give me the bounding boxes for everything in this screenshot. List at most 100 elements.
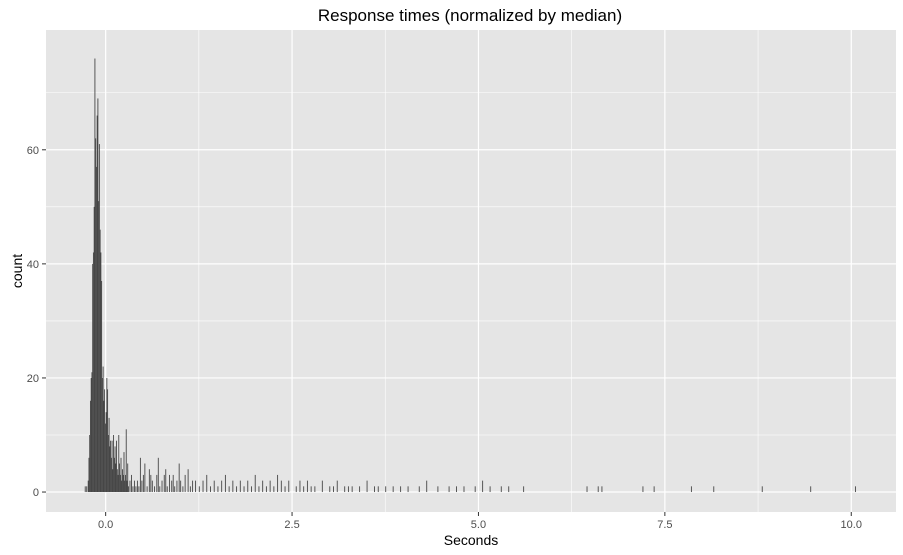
histogram-bar [151,480,153,493]
histogram-bar [258,486,260,493]
histogram-bar [336,480,338,493]
histogram-bar [189,486,191,493]
histogram-bar [110,440,112,493]
histogram-bar [280,480,282,493]
histogram-bar [463,486,465,493]
histogram-bar [184,474,186,493]
histogram-bar [116,440,117,493]
histogram-bar [166,486,168,493]
y-tick-label: 0 [33,487,39,499]
histogram-bar [104,423,106,493]
y-tick-label: 40 [27,259,39,271]
x-tick-label: 10.0 [841,519,862,531]
histogram-bar [165,469,167,493]
histogram-bar [178,463,180,493]
histogram-bar [142,474,144,493]
histogram-bar [198,486,200,493]
histogram-bar [273,486,275,493]
histogram-bar [117,474,119,493]
histogram-bar [119,474,121,493]
histogram-bar [103,400,105,493]
histogram-bar [321,480,323,493]
histogram-bar [96,115,98,493]
histogram-bar [122,474,124,493]
histogram-bar [115,463,117,493]
y-tick-label: 20 [27,373,39,385]
histogram-bar [163,474,165,493]
histogram-bar [110,457,112,493]
histogram-bar [265,486,267,493]
histogram-bar [761,486,763,493]
histogram-bar [107,389,109,493]
x-axis-ticks: 0.0 2.5 5.0 7.5 10.0 [98,512,862,531]
histogram-bar [221,480,223,493]
histogram-bar [523,486,525,493]
histogram-bar [174,486,176,493]
histogram-bar [366,480,368,493]
histogram-bar [102,366,104,493]
histogram-bar [359,486,361,493]
histogram-bar [295,486,297,493]
histogram-bar [88,457,90,493]
histogram-bar [508,486,510,493]
histogram-bar [642,486,644,493]
histogram-bar [239,480,241,493]
histogram-bar [99,229,101,493]
histogram-bar [157,457,159,493]
histogram-bar [104,389,106,493]
histogram-bar [314,486,316,493]
histogram-bar [269,480,271,493]
histogram-bar [125,429,127,493]
histogram-bar [156,474,158,493]
histogram-bar [111,440,113,493]
histogram-bar [254,474,256,493]
histogram-bar [437,486,439,493]
histogram-bar [586,486,588,493]
histogram-bar [456,486,457,493]
histogram-bar [392,486,394,493]
histogram-bar [351,486,353,493]
histogram-bar [407,486,409,493]
histogram-bar [347,486,349,493]
x-tick-label: 2.5 [284,519,299,531]
histogram-bar [601,486,603,493]
histogram-bar [713,486,715,493]
histogram-bar [97,98,99,493]
histogram-bar [93,206,95,493]
histogram-bar [213,480,215,493]
histogram-bar [597,486,599,493]
histogram-bar [161,480,163,493]
histogram-bar [101,280,103,493]
histogram-bar [118,434,120,493]
histogram-bar [105,412,107,493]
histogram-bar [374,486,375,493]
x-tick-label: 0.0 [98,519,113,531]
x-tick-label: 5.0 [471,519,486,531]
histogram-bar [474,486,476,493]
histogram-bar [94,58,96,493]
histogram-bar [128,486,129,493]
histogram-bar [303,486,305,493]
histogram-bar [690,486,692,493]
minor-gridlines [46,30,896,512]
histogram-bar [144,463,146,493]
histogram-bar [236,486,238,493]
histogram-bar [310,486,312,493]
x-tick-label: 7.5 [657,519,672,531]
histogram-bar [148,469,150,493]
histogram-bar [107,434,109,493]
histogram-bar [195,480,197,493]
y-tick-label: 60 [27,145,39,157]
histogram-bar [159,486,161,493]
histogram-bar [95,166,97,493]
histogram-bar [854,486,856,493]
chart-title: Response times (normalized by median) [318,6,622,25]
histogram-bar [131,474,132,493]
histogram-bar [187,469,189,493]
histogram-bar [299,480,301,493]
histogram-bar [306,480,308,493]
histogram-bar [251,486,252,493]
histogram-bar [95,138,97,493]
histogram-bar [125,474,126,493]
